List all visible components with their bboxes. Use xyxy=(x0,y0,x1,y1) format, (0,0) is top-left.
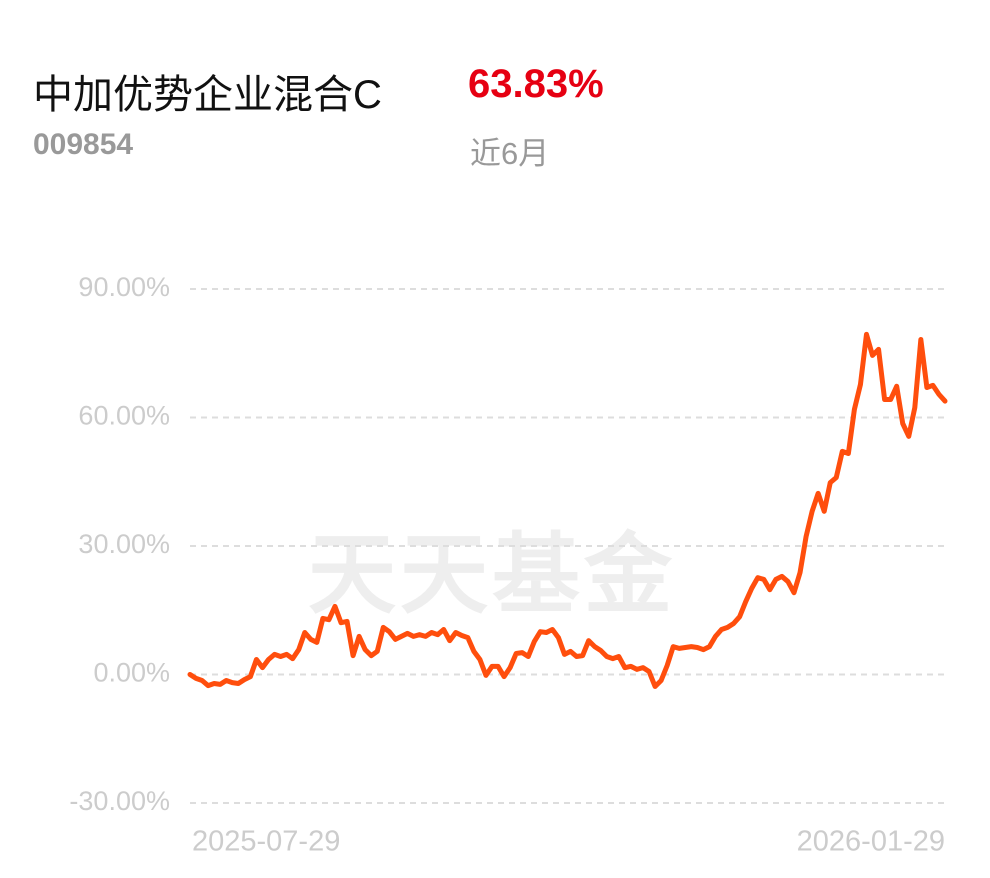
y-tick-label: 90.00% xyxy=(78,272,170,302)
y-tick-label: 0.00% xyxy=(93,658,170,688)
x-tick-label: 2026-01-29 xyxy=(797,826,945,858)
y-tick-label: 60.00% xyxy=(78,401,170,431)
fund-code: 009854 xyxy=(33,128,134,161)
period-return: 63.83% xyxy=(468,62,604,106)
line-series xyxy=(187,331,948,689)
y-tick-label: -30.00% xyxy=(69,786,170,816)
y-tick-label: 30.00% xyxy=(78,529,170,559)
watermark: 天天基金 xyxy=(308,522,676,626)
period: 近6月 xyxy=(470,136,550,171)
fund-name: 中加优势企业混合C xyxy=(33,73,382,117)
x-tick-label: 2025-07-29 xyxy=(192,826,340,858)
